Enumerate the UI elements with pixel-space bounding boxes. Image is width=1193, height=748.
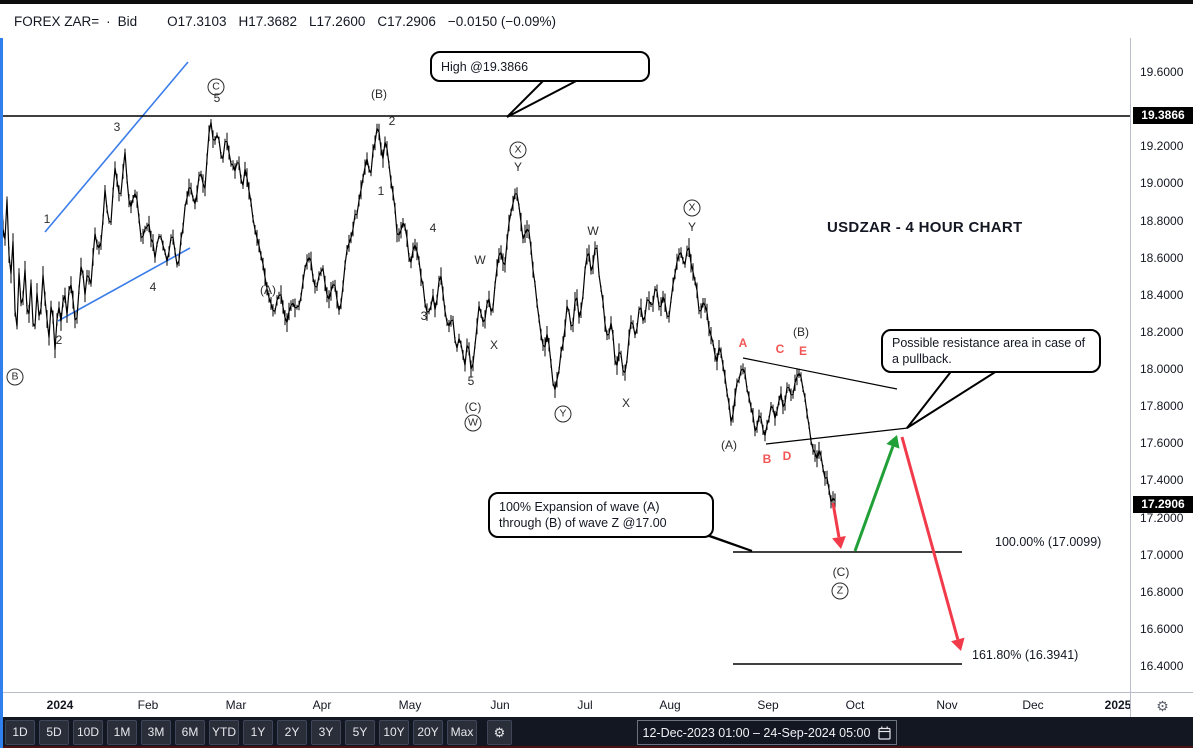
time-axis[interactable]: 2024 Feb Mar Apr May Jun Jul Aug Sep Oct Nov Dec 202…	[0, 692, 1130, 718]
price-tick-16.4000: 16.4000	[1140, 659, 1184, 673]
price-tick-16.8000: 16.8000	[1140, 584, 1184, 599]
left-edge-accent	[0, 38, 3, 748]
range-button-3y[interactable]: 3Y	[311, 720, 341, 745]
chart-title: USDZAR - 4 HOUR CHART	[827, 219, 1023, 236]
low-value: L17.2600	[309, 13, 366, 29]
range-button-6m[interactable]: 6M	[175, 720, 205, 745]
time-tick-apr: Apr	[312, 698, 332, 712]
price-tick-18.6000: 18.6000	[1140, 250, 1184, 265]
time-tick-mar: Mar	[225, 698, 247, 712]
price-tick-17.6000: 17.6000	[1140, 436, 1184, 451]
price-tick-17.2000: 17.2000	[1140, 510, 1184, 525]
time-tick-jun: Jun	[490, 698, 510, 712]
price-tick-16.6000: 16.6000	[1140, 621, 1184, 636]
symbol-separator: ·	[106, 13, 111, 29]
time-tick-feb: Feb	[137, 698, 159, 712]
range-button-10d[interactable]: 10D	[73, 720, 103, 745]
calendar-icon	[878, 726, 892, 740]
toolbar-settings-gear-icon[interactable]: ⚙	[487, 720, 512, 745]
price-tick-18.8000: 18.8000	[1140, 213, 1184, 228]
time-tick-jul: Jul	[577, 698, 593, 712]
change-value: −0.0150 (−0.09%)	[447, 13, 556, 29]
callout-high-text: High @19.3866	[441, 59, 529, 74]
window-top-edge	[0, 0, 1193, 4]
time-tick-may: May	[398, 698, 422, 712]
range-button-1y[interactable]: 1Y	[243, 720, 273, 745]
open-value: O17.3103	[167, 13, 227, 29]
range-button-max[interactable]: Max	[447, 720, 477, 745]
time-tick-aug: Aug	[659, 698, 681, 712]
axis-corner: ⚙	[1130, 692, 1193, 718]
range-button-3m[interactable]: 3M	[141, 720, 171, 745]
callout-resistance[interactable]: Possible resistance area in case of a pu…	[881, 329, 1101, 373]
time-tick-nov: Nov	[936, 698, 958, 712]
symbol-header: FOREX ZAR= · Bid O17.3103 H17.3682 L17.2…	[0, 4, 1193, 38]
range-button-1d[interactable]: 1D	[5, 720, 35, 745]
time-tick-dec: Dec	[1022, 698, 1044, 712]
symbol-name[interactable]: FOREX ZAR=	[14, 13, 100, 29]
price-tick-19.0000: 19.0000	[1140, 176, 1184, 191]
price-side-label: Bid	[117, 13, 138, 29]
price-tick-19.6000: 19.6000	[1140, 65, 1184, 79]
bottom-toolbar: 1D 5D 10D 1M 3M 6M YTD 1Y 2Y 3Y 5Y 10Y 20Y Max ⚙ 12-D…	[0, 717, 1193, 748]
fib-level-100-label: 100.00% (17.0099)	[995, 535, 1102, 549]
price-tick-18.2000: 18.2000	[1140, 324, 1184, 339]
time-tick-2024: 2024	[46, 698, 74, 712]
callout-resistance-text: Possible resistance area in case of a pu…	[892, 336, 1086, 366]
range-button-10y[interactable]: 10Y	[379, 720, 409, 745]
date-range-text: 12-Dec-2023 01:00 – 24-Sep-2024 05:00	[642, 725, 871, 740]
high-value: H17.3682	[238, 13, 298, 29]
time-tick-sep: Sep	[757, 698, 779, 712]
callout-high-price[interactable]: High @19.3866	[430, 51, 650, 82]
price-tick-17.4000: 17.4000	[1140, 473, 1184, 488]
price-tick-17.8000: 17.8000	[1140, 399, 1184, 414]
range-button-2y[interactable]: 2Y	[277, 720, 307, 745]
price-tick-18.0000: 18.0000	[1140, 362, 1184, 376]
high-price-badge: 19.3866	[1133, 107, 1193, 125]
price-tick-19.2000: 19.2000	[1140, 139, 1184, 154]
date-range-picker[interactable]: 12-Dec-2023 01:00 – 24-Sep-2024 05:00	[637, 720, 897, 745]
price-axis[interactable]: 19.3866 17.2906 19.6000 19.2000 19.0000 18.…	[1130, 38, 1193, 692]
last-price-badge: 17.2906	[1133, 496, 1193, 514]
time-tick-2025: 2025	[1104, 698, 1130, 712]
range-button-ytd[interactable]: YTD	[209, 720, 239, 745]
callout-expansion-text: 100% Expansion of wave (A) through (B) o…	[499, 500, 667, 530]
time-tick-oct: Oct	[845, 698, 865, 712]
range-button-20y[interactable]: 20Y	[413, 720, 443, 745]
callout-expansion[interactable]: 100% Expansion of wave (A) through (B) o…	[488, 492, 714, 538]
range-button-1m[interactable]: 1M	[107, 720, 137, 745]
axis-settings-gear-icon[interactable]: ⚙	[1156, 697, 1169, 714]
price-tick-18.4000: 18.4000	[1140, 287, 1184, 302]
range-button-5d[interactable]: 5D	[39, 720, 69, 745]
fib-level-161-label: 161.80% (16.3941)	[972, 648, 1079, 662]
price-tick-17.0000: 17.0000	[1140, 547, 1184, 562]
close-value: C17.2906	[377, 13, 436, 29]
range-button-5y[interactable]: 5Y	[345, 720, 375, 745]
